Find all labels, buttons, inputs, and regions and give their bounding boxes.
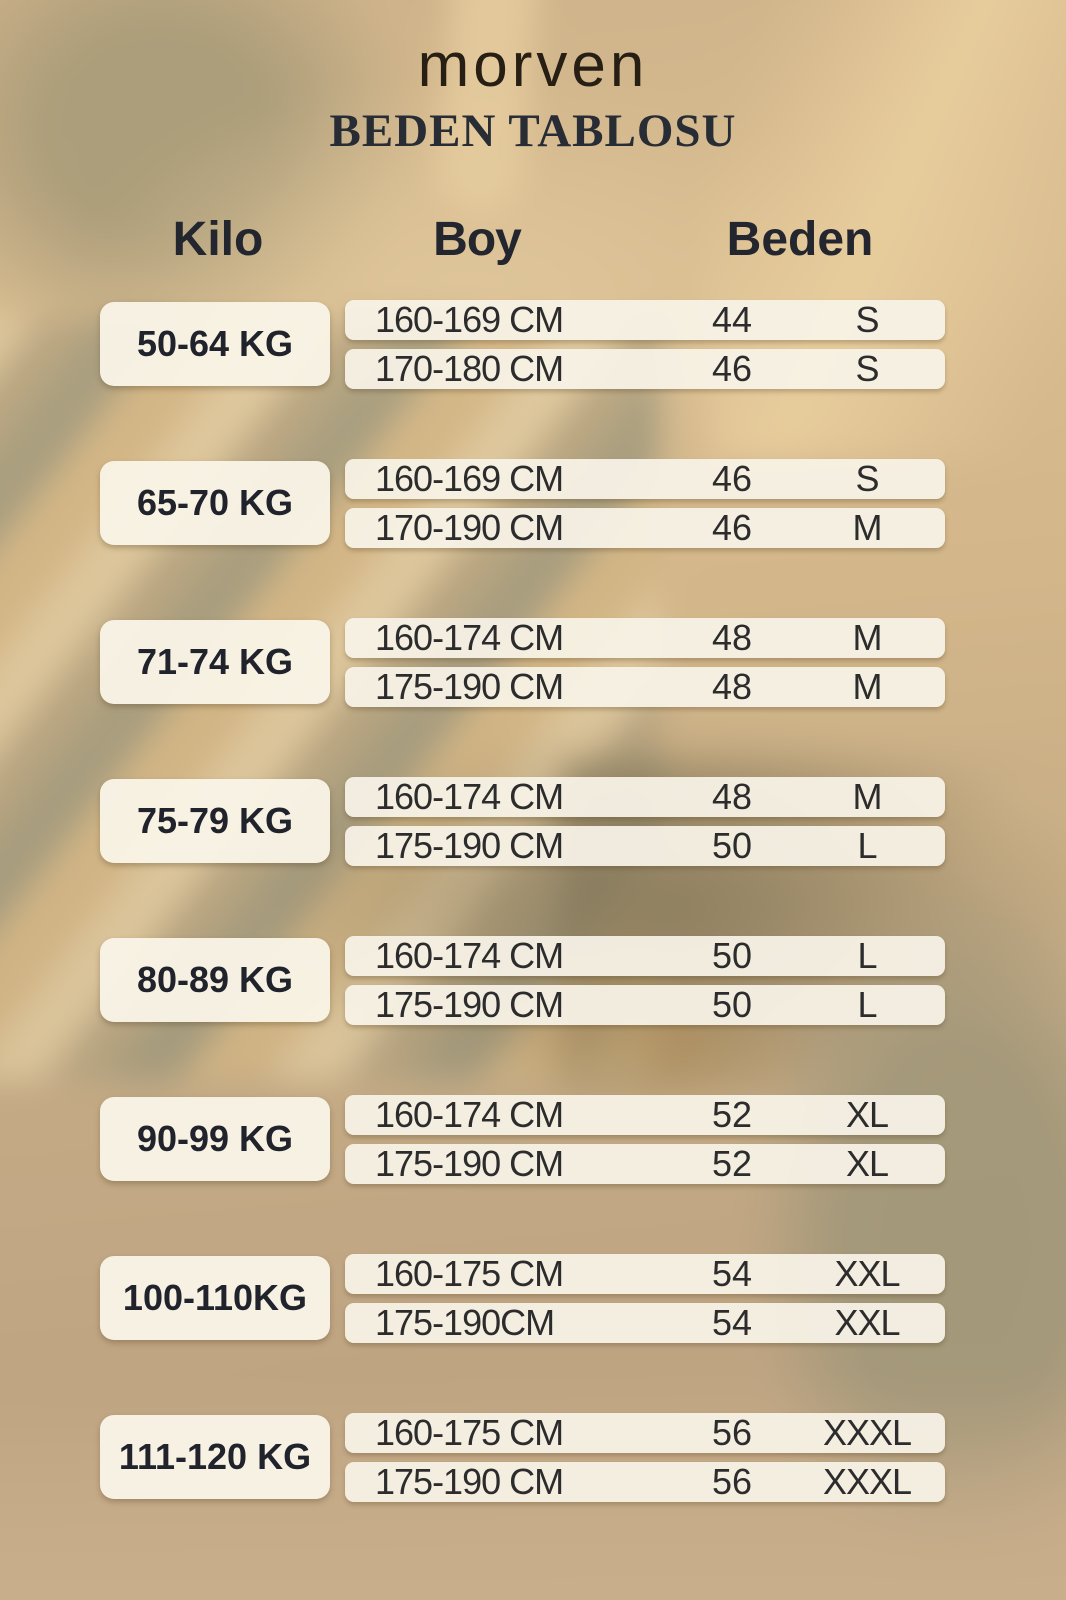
size-letter-cell: XL [845,1094,889,1135]
size-letter-cell: M [852,507,883,548]
size-number-cell: 46 [711,348,753,389]
height-range-cell: 175-190 CM [375,1143,564,1184]
size-number-cell: 50 [711,935,753,976]
height-range-cell: 160-174 CM [375,935,564,976]
size-letter-cell: XXXL [822,1461,912,1502]
group-rows: 160-174 CM 48 M 175-190 CM 48 M [345,617,945,707]
table-row: 175-190 CM 48 M [345,666,945,707]
kilo-label: 90-99 KG [100,1097,330,1181]
kilo-label: 50-64 KG [100,302,330,386]
column-header-beden: Beden [726,213,874,266]
height-range-cell: 170-180 CM [375,348,564,389]
height-range-cell: 175-190 CM [375,825,564,866]
size-number-cell: 46 [711,458,753,499]
table-row: 160-174 CM 52 XL [345,1094,945,1135]
table-row: 175-190 CM 52 XL [345,1143,945,1184]
table-row: 175-190 CM 50 L [345,825,945,866]
group-rows: 160-175 CM 56 XXXL 175-190 CM 56 XXXL [345,1412,945,1502]
column-header-boy: Boy [433,213,522,266]
size-letter-cell: XL [845,1143,889,1184]
table-row: 170-190 CM 46 M [345,507,945,548]
table-row: 160-174 CM 48 M [345,617,945,658]
table-row: 160-174 CM 50 L [345,935,945,976]
table-row-group: 111-120 KG 160-175 CM 56 XXXL 175-190 CM… [0,1412,1066,1502]
group-rows: 160-169 CM 46 S 170-190 CM 46 M [345,458,945,548]
size-number-cell: 56 [711,1461,753,1502]
size-letter-cell: L [857,984,877,1025]
table-row-group: 90-99 KG 160-174 CM 52 XL 175-190 CM 52 … [0,1094,1066,1184]
table-row-group: 65-70 KG 160-169 CM 46 S 170-190 CM 46 M [0,458,1066,548]
size-number-cell: 46 [711,507,753,548]
kilo-label: 71-74 KG [100,620,330,704]
size-letter-cell: M [852,617,883,658]
table-row: 160-169 CM 46 S [345,458,945,499]
group-rows: 160-174 CM 48 M 175-190 CM 50 L [345,776,945,866]
table-row-group: 71-74 KG 160-174 CM 48 M 175-190 CM 48 M [0,617,1066,707]
height-range-cell: 175-190CM [375,1302,555,1343]
size-number-cell: 50 [711,984,753,1025]
size-letter-cell: S [855,299,879,340]
size-number-cell: 44 [711,299,753,340]
size-letter-cell: M [852,776,883,817]
table-row: 175-190CM 54 XXL [345,1302,945,1343]
group-rows: 160-174 CM 50 L 175-190 CM 50 L [345,935,945,1025]
height-range-cell: 160-174 CM [375,776,564,817]
size-number-cell: 52 [711,1143,753,1184]
table-row: 160-175 CM 56 XXXL [345,1412,945,1453]
size-number-cell: 54 [711,1302,753,1343]
table-row: 170-180 CM 46 S [345,348,945,389]
group-rows: 160-169 CM 44 S 170-180 CM 46 S [345,299,945,389]
kilo-label: 100-110KG [100,1256,330,1340]
kilo-label: 111-120 KG [100,1415,330,1499]
height-range-cell: 160-169 CM [375,458,564,499]
height-range-cell: 175-190 CM [375,1461,564,1502]
height-range-cell: 175-190 CM [375,666,564,707]
height-range-cell: 160-174 CM [375,1094,564,1135]
size-letter-cell: L [857,825,877,866]
size-letter-cell: S [855,458,879,499]
height-range-cell: 160-175 CM [375,1412,564,1453]
height-range-cell: 160-175 CM [375,1253,564,1294]
group-rows: 160-175 CM 54 XXL 175-190CM 54 XXL [345,1253,945,1343]
size-letter-cell: XXL [834,1302,900,1343]
size-number-cell: 50 [711,825,753,866]
kilo-label: 65-70 KG [100,461,330,545]
table-row: 175-190 CM 50 L [345,984,945,1025]
kilo-label: 80-89 KG [100,938,330,1022]
height-range-cell: 170-190 CM [375,507,564,548]
size-table-body: 50-64 KG 160-169 CM 44 S 170-180 CM 46 S… [0,299,1066,1502]
page-title: BEDEN TABLOSU [329,105,737,157]
size-number-cell: 52 [711,1094,753,1135]
table-row-group: 100-110KG 160-175 CM 54 XXL 175-190CM 54… [0,1253,1066,1343]
size-letter-cell: XXL [834,1253,900,1294]
brand-logo: morven [417,31,649,100]
kilo-label: 75-79 KG [100,779,330,863]
table-row: 160-174 CM 48 M [345,776,945,817]
table-row: 175-190 CM 56 XXXL [345,1461,945,1502]
size-letter-cell: S [855,348,879,389]
size-number-cell: 48 [711,617,753,658]
height-range-cell: 160-169 CM [375,299,564,340]
size-letter-cell: XXXL [822,1412,912,1453]
height-range-cell: 160-174 CM [375,617,564,658]
size-number-cell: 48 [711,776,753,817]
table-row-group: 50-64 KG 160-169 CM 44 S 170-180 CM 46 S [0,299,1066,389]
size-letter-cell: M [852,666,883,707]
size-letter-cell: L [857,935,877,976]
table-row-group: 75-79 KG 160-174 CM 48 M 175-190 CM 50 L [0,776,1066,866]
size-number-cell: 56 [711,1412,753,1453]
height-range-cell: 175-190 CM [375,984,564,1025]
table-row: 160-169 CM 44 S [345,299,945,340]
table-row-group: 80-89 KG 160-174 CM 50 L 175-190 CM 50 L [0,935,1066,1025]
size-number-cell: 48 [711,666,753,707]
size-number-cell: 54 [711,1253,753,1294]
group-rows: 160-174 CM 52 XL 175-190 CM 52 XL [345,1094,945,1184]
table-row: 160-175 CM 54 XXL [345,1253,945,1294]
column-header-kilo: Kilo [172,213,264,266]
